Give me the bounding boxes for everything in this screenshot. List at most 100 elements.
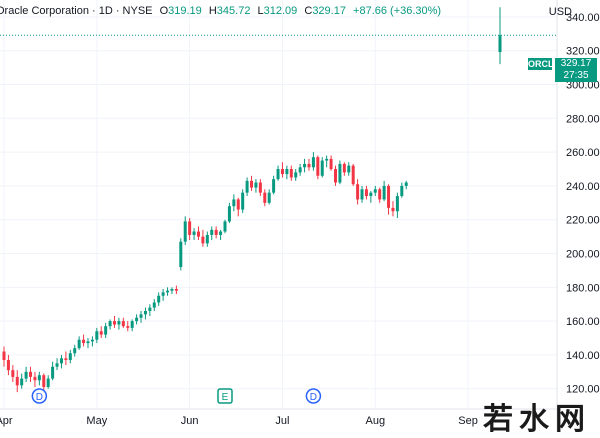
candle-body (55, 363, 59, 367)
candle-body (152, 302, 156, 308)
candle-body (157, 295, 161, 303)
time-tick-label: Jul (275, 415, 289, 427)
low-label: L (257, 5, 264, 17)
candle (294, 169, 298, 181)
earnings-marker (217, 388, 233, 404)
candle (161, 289, 165, 301)
candle (219, 229, 223, 240)
candle (311, 152, 315, 171)
candle-body (280, 169, 284, 175)
candle-body (46, 378, 50, 388)
candle-body (223, 221, 227, 232)
candle-body (364, 189, 368, 197)
currency-label[interactable]: USD (548, 6, 572, 18)
candle-body (117, 321, 121, 325)
candle (179, 238, 183, 271)
candle-body (276, 169, 280, 180)
candle-body (77, 339, 81, 349)
candle (108, 319, 112, 330)
candle-body (267, 192, 271, 203)
symbol-legend[interactable]: Oracle Corporation · 1D · NYSE O319.19 H… (0, 5, 441, 17)
open-label: O (159, 5, 169, 17)
candle (250, 175, 254, 191)
time-tick-label: Apr (0, 415, 13, 427)
candle (378, 187, 382, 203)
candle-body (356, 184, 360, 200)
bar-countdown: 27:35 (563, 70, 589, 81)
high-label: H (208, 5, 217, 17)
candle-body (294, 172, 298, 178)
candle-body (329, 158, 333, 170)
candle-body (347, 165, 351, 173)
candle-body (73, 348, 77, 354)
time-tick-label: Aug (365, 415, 385, 427)
candle-body (42, 375, 46, 388)
candle-body (210, 229, 214, 235)
candle-body (20, 378, 24, 386)
candle-body (258, 182, 262, 193)
candle-body (334, 169, 337, 183)
candle-body (121, 321, 125, 327)
candle (139, 310, 143, 323)
candle (223, 219, 227, 234)
candle (364, 185, 368, 200)
price-tick-label: 260.00 (566, 147, 600, 159)
candle (325, 155, 329, 168)
candle (59, 354, 63, 369)
candlesticks (2, 7, 502, 393)
candle (356, 179, 360, 205)
low-value: 312.09 (263, 5, 298, 17)
candle (148, 304, 152, 317)
price-tick-label: 340.00 (566, 12, 600, 24)
candle-body (68, 353, 72, 360)
candle (37, 371, 41, 386)
candle-body (400, 185, 404, 197)
candle-body (143, 310, 147, 315)
candle-body (245, 180, 249, 193)
candle (395, 192, 399, 219)
candle-body (95, 331, 99, 340)
candle (2, 346, 6, 367)
price-tick-label: 120.00 (566, 384, 600, 396)
candle-body (33, 376, 37, 381)
candle-body (135, 317, 139, 322)
candle (369, 190, 373, 203)
candle (391, 201, 395, 217)
candle-body (15, 376, 19, 386)
candle (276, 165, 280, 181)
candle-body (316, 157, 320, 176)
candle (241, 189, 245, 213)
candle (263, 189, 267, 207)
candle (55, 358, 59, 371)
candle-body (227, 206, 231, 222)
candle-body (59, 358, 63, 364)
candle-body (391, 207, 395, 212)
candle (347, 162, 351, 176)
change-value: +87.66 (+36.30%) (353, 5, 442, 17)
watermark-logo: 若水网 (483, 402, 591, 437)
candle-body (174, 289, 178, 291)
candle-body (104, 326, 108, 335)
candle (404, 180, 408, 190)
candle (90, 336, 94, 347)
candle-body (404, 182, 408, 186)
close-label: C (304, 5, 313, 17)
dividend-marker (305, 388, 322, 404)
candle-body (113, 321, 116, 325)
candle (51, 361, 55, 381)
time-axis[interactable]: Apr May Jun Jul Aug Sep (0, 415, 478, 427)
price-tick-label: 220.00 (566, 215, 600, 227)
candle-body (29, 371, 33, 377)
candle (130, 319, 134, 332)
last-price-value: 329.17 (560, 58, 592, 69)
candle-body (325, 158, 329, 161)
price-tick-label: 140.00 (566, 350, 600, 362)
price-axis[interactable]: 120.00 140.00 160.00 180.00 200.00 220.00 240.… (566, 12, 600, 396)
candle (86, 338, 90, 349)
close-value: 329.17 (312, 5, 346, 17)
candle-body (196, 231, 200, 237)
candle-body (64, 358, 68, 360)
open-value: 319.19 (168, 5, 202, 17)
